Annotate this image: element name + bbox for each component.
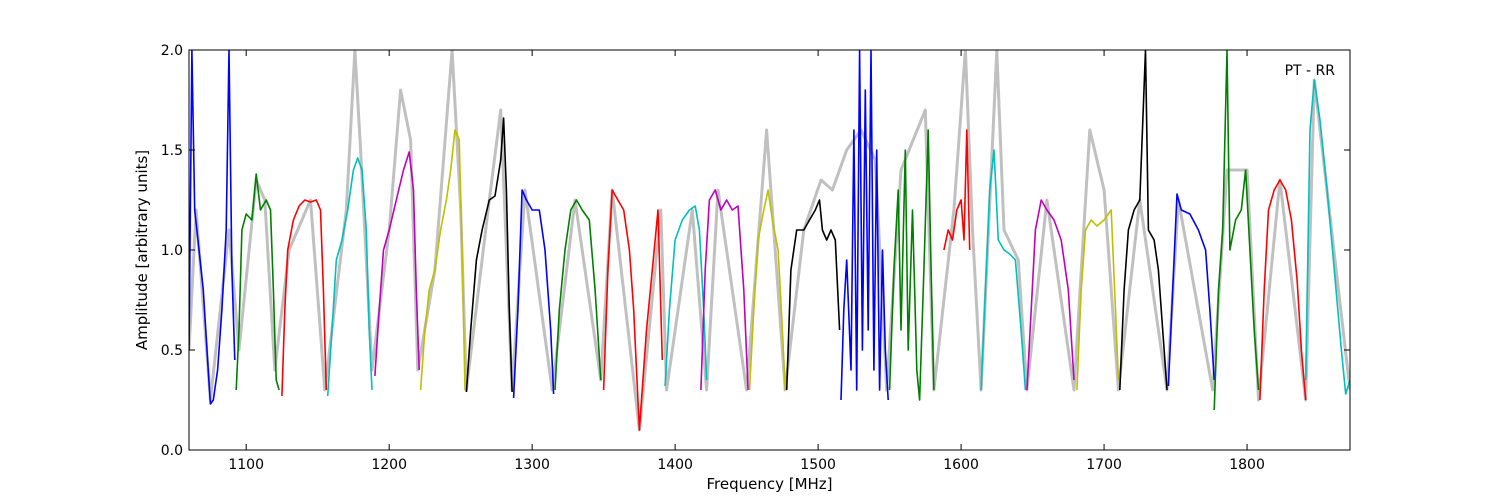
x-tick-label: 1100: [228, 457, 264, 473]
y-tick-label: 2.0: [161, 43, 183, 59]
x-axis: 1100 1200 1300 1400 1500 1600 1700 1800: [228, 50, 1265, 473]
x-axis-label: Frequency [MHz]: [706, 475, 832, 493]
x-tick-label: 1300: [514, 457, 550, 473]
x-tick-label: 1200: [371, 457, 407, 473]
band-trace-1: [189, 50, 236, 405]
band-trace-24: [1259, 179, 1307, 401]
band-trace-15: [840, 50, 889, 401]
background-trace-layer: [189, 50, 1350, 432]
y-axis: 0.0 0.5 1.0 1.5 2.0: [161, 43, 1350, 459]
band-trace-2: [235, 173, 280, 391]
band-trace-19: [1026, 199, 1075, 391]
band-trace-7: [465, 117, 513, 393]
band-trace-8: [512, 189, 555, 399]
band-traces-layer: [189, 50, 1350, 431]
y-tick-label: 0.0: [161, 443, 183, 459]
band-trace-12: [700, 189, 749, 391]
band-trace-25: [1304, 79, 1350, 395]
band-trace-11: [664, 205, 708, 387]
band-trace-6: [419, 129, 466, 391]
band-trace-9: [554, 199, 602, 391]
band-trace-20: [1076, 209, 1120, 391]
band-trace-14: [785, 199, 841, 391]
chart-annotation: PT - RR: [1285, 63, 1336, 79]
x-tick-label: 1700: [1086, 457, 1122, 473]
x-tick-label: 1800: [1229, 457, 1265, 473]
band-trace-18: [980, 149, 1027, 391]
band-trace-4: [326, 157, 373, 397]
band-trace-23: [1213, 50, 1260, 411]
background-trace: [189, 50, 1350, 432]
y-tick-label: 0.5: [161, 343, 183, 359]
y-tick-label: 1.5: [161, 143, 183, 159]
band-trace-22: [1167, 193, 1215, 387]
band-trace-5: [374, 151, 420, 377]
band-trace-16: [888, 129, 935, 401]
band-trace-17: [943, 129, 971, 251]
x-tick-label: 1400: [657, 457, 693, 473]
y-tick-label: 1.0: [161, 243, 183, 259]
x-tick-label: 1500: [800, 457, 836, 473]
band-trace-21: [1119, 50, 1168, 391]
band-trace-3: [281, 199, 328, 397]
y-axis-label: Amplitude [arbitrary units]: [133, 150, 151, 350]
band-trace-13: [748, 189, 786, 391]
x-tick-label: 1600: [943, 457, 979, 473]
band-trace-10: [602, 189, 664, 431]
